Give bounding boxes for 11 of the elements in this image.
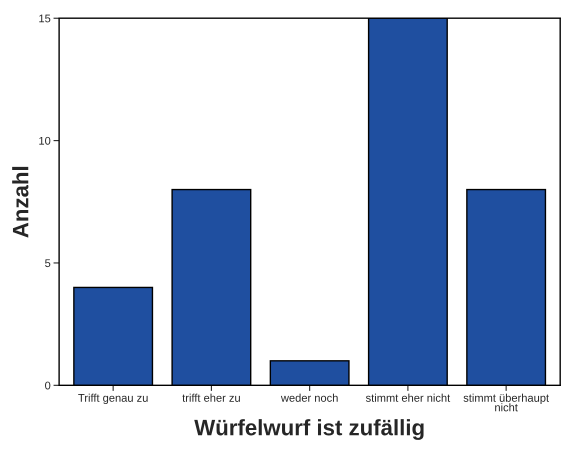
- x-tick-label: weder noch: [280, 394, 338, 402]
- y-axis-title: Anzahl: [12, 166, 28, 238]
- x-tick-label: trifft eher zu: [182, 394, 240, 402]
- y-tick-label: 15: [39, 14, 50, 22]
- y-tick-label: 0: [45, 382, 50, 390]
- x-tick-label: stimmt eher nicht: [366, 394, 450, 402]
- x-tick-label: Trifft genau zu: [78, 394, 148, 404]
- y-tick-label: 10: [39, 136, 50, 145]
- x-axis-title: Würfelwurf ist zufällig: [194, 419, 424, 440]
- y-tick-label: 5: [45, 259, 50, 268]
- x-tick-label: stimmt überhaupt nicht: [464, 394, 549, 412]
